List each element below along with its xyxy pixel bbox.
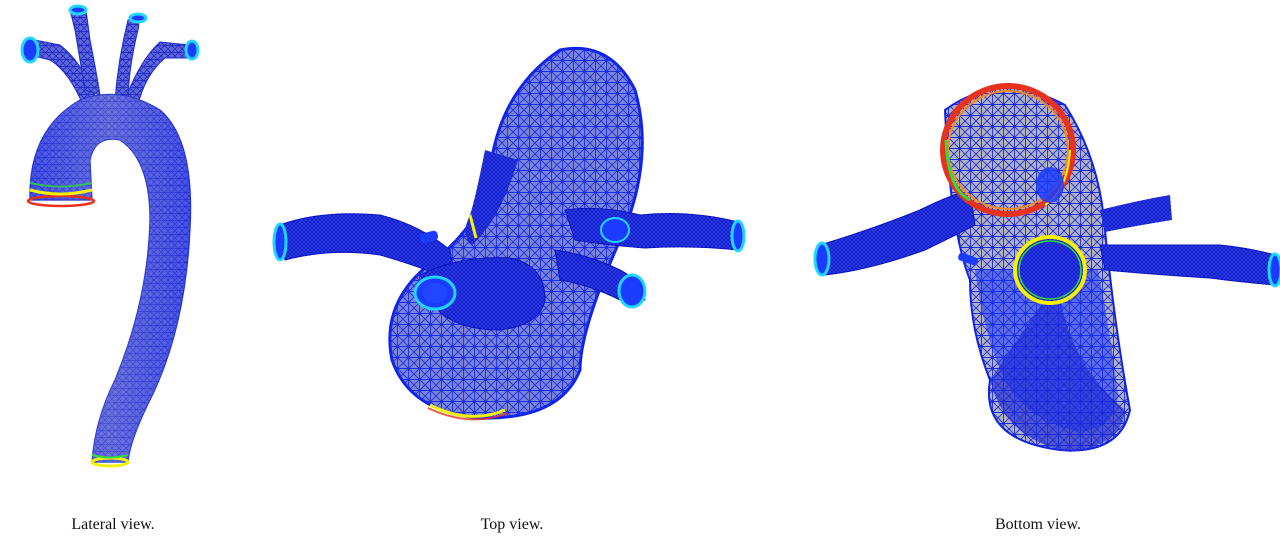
bottom-view-panel: Bottom view. — [800, 0, 1280, 540]
lateral-aorta-render — [20, 4, 200, 468]
top-aorta-render — [272, 46, 746, 421]
lateral-view-caption: Lateral view. — [71, 516, 155, 533]
top-view-caption: Top view. — [480, 516, 544, 533]
lateral-view-panel: Lateral view. — [0, 0, 260, 540]
bottom-view-caption: Bottom view. — [994, 516, 1082, 533]
bottom-aorta-render — [813, 83, 1280, 452]
top-view-panel: Top view. — [260, 0, 760, 540]
